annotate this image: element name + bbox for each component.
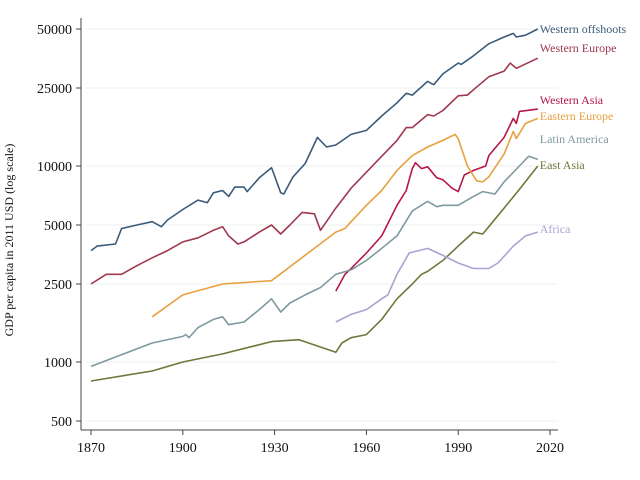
y-tick-label: 500 <box>51 415 72 430</box>
series-label-western-europe: Western Europe <box>540 41 617 55</box>
series-label-africa: Africa <box>540 222 571 236</box>
series-line-western-offshoots <box>90 28 539 252</box>
y-tick-label: 2500 <box>44 278 72 293</box>
x-tick-label: 1900 <box>169 441 197 456</box>
series-label-eastern-europe: Eastern Europe <box>540 109 614 123</box>
y-tick-label: 25000 <box>37 82 72 97</box>
series-line-africa <box>335 231 539 323</box>
series-line-western-asia <box>335 108 538 292</box>
y-tick-label: 5000 <box>44 219 72 234</box>
x-tick-label: 1990 <box>444 441 472 456</box>
series-line-east-asia <box>90 165 539 382</box>
gridlines <box>86 28 558 422</box>
x-tick-label: 1930 <box>261 441 289 456</box>
series-line-latin-america <box>90 155 539 368</box>
series-label-east-asia: East Asia <box>540 158 586 172</box>
y-tick-label: 50000 <box>37 23 72 38</box>
series-labels: Western offshoots Western Europe Western A… <box>540 22 627 236</box>
series-line-western-europe <box>90 57 539 285</box>
series-label-western-offshoots: Western offshoots <box>540 22 627 36</box>
series-lines <box>90 28 539 382</box>
series-line-eastern-europe <box>151 117 539 318</box>
x-tick-label: 1870 <box>77 441 105 456</box>
y-axis-label: GDP per capita in 2011 USD (log scale) <box>2 144 16 337</box>
x-tick-label: 2020 <box>536 441 564 456</box>
y-tick-label: 10000 <box>37 160 72 175</box>
axes: 500 1000 2500 5000 10000 25000 50000 1870 1900 19… <box>37 18 564 456</box>
series-label-latin-america: Latin America <box>540 132 610 146</box>
y-tick-label: 1000 <box>44 356 72 371</box>
series-label-western-asia: Western Asia <box>540 93 604 107</box>
x-tick-label: 1960 <box>352 441 380 456</box>
